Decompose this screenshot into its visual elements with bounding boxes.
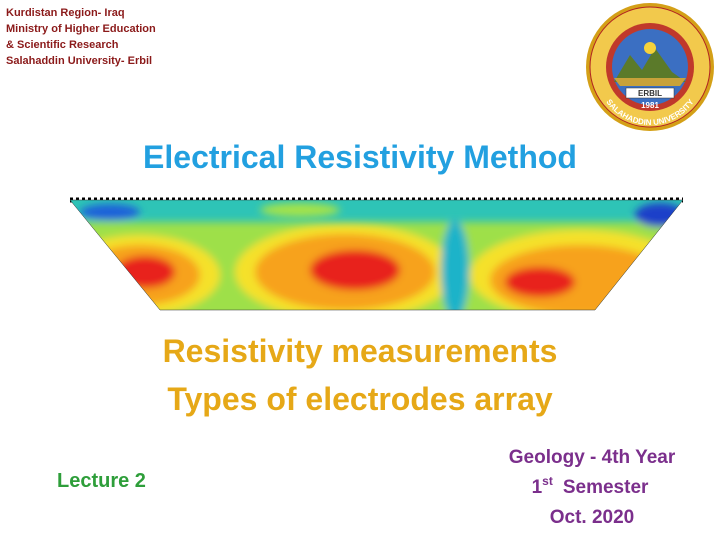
subtitle-line: Types of electrodes array (167, 381, 553, 417)
title: Electrical Resistivity Method (143, 139, 577, 175)
lecture: Lecture 2 (57, 470, 146, 492)
semester-word: Semester (563, 477, 649, 498)
header-line: Ministry of Higher Education (6, 23, 156, 35)
header-line: Kurdistan Region- Iraq (6, 7, 125, 19)
semester-suffix: st (542, 474, 553, 488)
subtitle-line: Resistivity measurements (163, 333, 558, 369)
header-line: & Scientific Research (6, 39, 119, 51)
course: Geology - 4th Year (509, 447, 676, 468)
header-line: Salahaddin University- Erbil (6, 55, 152, 67)
semester: 1st Semester (532, 474, 649, 498)
logo-city: ERBIL (638, 89, 662, 98)
semester-number: 1 (532, 477, 543, 498)
date: Oct. 2020 (550, 507, 635, 528)
resistivity-section (69, 197, 684, 311)
university-logo: ERBIL 1981 SALAHADDIN UNIVERSITY (586, 3, 714, 131)
logo-year: 1981 (641, 101, 659, 110)
